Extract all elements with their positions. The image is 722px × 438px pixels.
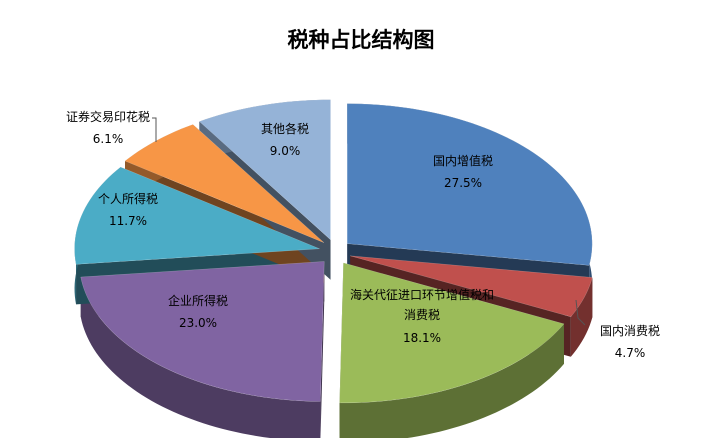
slice [346,103,593,266]
slice-label: 国内消费税 [599,324,660,338]
leader-line [152,117,157,142]
chart-title: 税种占比结构图 [287,28,435,52]
value-label: 18.1% [402,331,442,345]
slice-wall [320,261,325,438]
slice [74,166,320,265]
slice [350,255,593,318]
value-label: 6.1% [92,132,124,146]
slice-label: 证券交易印花税 [65,110,150,124]
slice-label: 海关代征进口环节增值税和消费税 [349,288,494,322]
slice-label: 个人所得税 [97,192,158,206]
value-label: 27.5% [443,176,483,190]
leader-line [575,299,586,326]
slice [339,262,565,404]
slice-side [80,277,321,438]
slice-side [339,323,564,438]
slice-side [570,277,593,357]
value-label: 4.7% [614,346,646,360]
value-label: 11.7% [108,214,148,228]
value-label: 23.0% [178,316,218,330]
slice-label: 国内增值税 [432,154,493,168]
slice [198,99,331,241]
slice [80,261,325,402]
value-label: 9.0% [269,144,301,158]
slice-label: 企业所得税 [167,294,228,308]
slice-label: 其他各税 [260,122,309,136]
